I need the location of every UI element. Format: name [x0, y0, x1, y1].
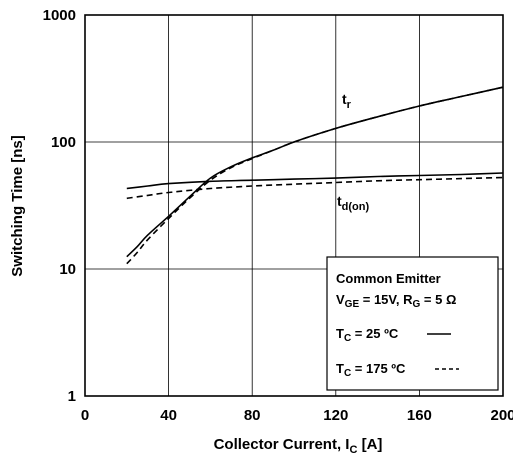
legend-entry-25c-text: = 25 ºC — [351, 326, 399, 341]
x-axis-title: Collector Current, IC [A] — [214, 436, 383, 456]
legend-condition-v-val: = 15V, R — [359, 292, 413, 307]
x-tick-labels: 0 40 80 120 160 200 — [81, 407, 513, 424]
x-axis-title-main: Collector Current, I — [214, 436, 350, 453]
legend-title: Common Emitter — [336, 271, 441, 286]
y-tick-label-10: 10 — [59, 261, 76, 278]
series-tr-dashed — [126, 86, 504, 265]
curve-label-tr-main: t — [342, 91, 347, 107]
y-tick-labels: 1 10 100 1000 — [43, 7, 76, 405]
curve-label-tr: tr — [342, 91, 352, 111]
plot-frame — [84, 14, 504, 397]
y-axis-title: Switching Time [ns] — [9, 135, 26, 276]
curve-label-tr-sub: r — [347, 99, 352, 111]
legend-entry-25c: TC = 25 ºC — [336, 326, 399, 344]
x-tick-label-160: 160 — [407, 407, 432, 424]
y-tick-label-100: 100 — [51, 134, 76, 151]
legend: Common Emitter VGE = 15V, RG = 5 Ω TC = … — [326, 256, 499, 391]
x-tick-label-0: 0 — [81, 407, 89, 424]
y-tick-label-1000: 1000 — [43, 7, 76, 24]
legend-condition-r-val: = 5 Ω — [420, 292, 456, 307]
series-tdon-solid — [126, 172, 504, 190]
curve-label-tdon-main: t — [337, 193, 342, 209]
x-tick-label-200: 200 — [490, 407, 513, 424]
legend-box — [326, 256, 499, 391]
curve-label-tdon-sub: d(on) — [342, 201, 370, 213]
legend-entry-175c-t: T — [336, 361, 344, 376]
curves — [126, 86, 504, 265]
legend-condition: VGE = 15V, RG = 5 Ω — [336, 292, 456, 310]
series-tdon-dashed — [126, 176, 504, 200]
x-axis-title-sub: C — [349, 444, 357, 456]
x-axis-title-suffix: [A] — [357, 436, 382, 453]
legend-entry-175c: TC = 175 ºC — [336, 361, 406, 379]
legend-entry-25c-sub: C — [344, 333, 351, 344]
legend-entry-175c-sub: C — [344, 368, 351, 379]
x-tick-label-40: 40 — [160, 407, 177, 424]
series-tr-solid — [126, 86, 504, 258]
curve-label-tdon: td(on) — [337, 193, 369, 213]
x-tick-label-120: 120 — [323, 407, 348, 424]
legend-condition-v: V — [336, 292, 345, 307]
y-tick-label-1: 1 — [68, 388, 76, 405]
legend-condition-r-sub: G — [413, 299, 421, 310]
legend-entry-25c-t: T — [336, 326, 344, 341]
legend-condition-v-sub: GE — [345, 299, 360, 310]
legend-entry-175c-text: = 175 ºC — [351, 361, 406, 376]
x-tick-label-80: 80 — [244, 407, 261, 424]
